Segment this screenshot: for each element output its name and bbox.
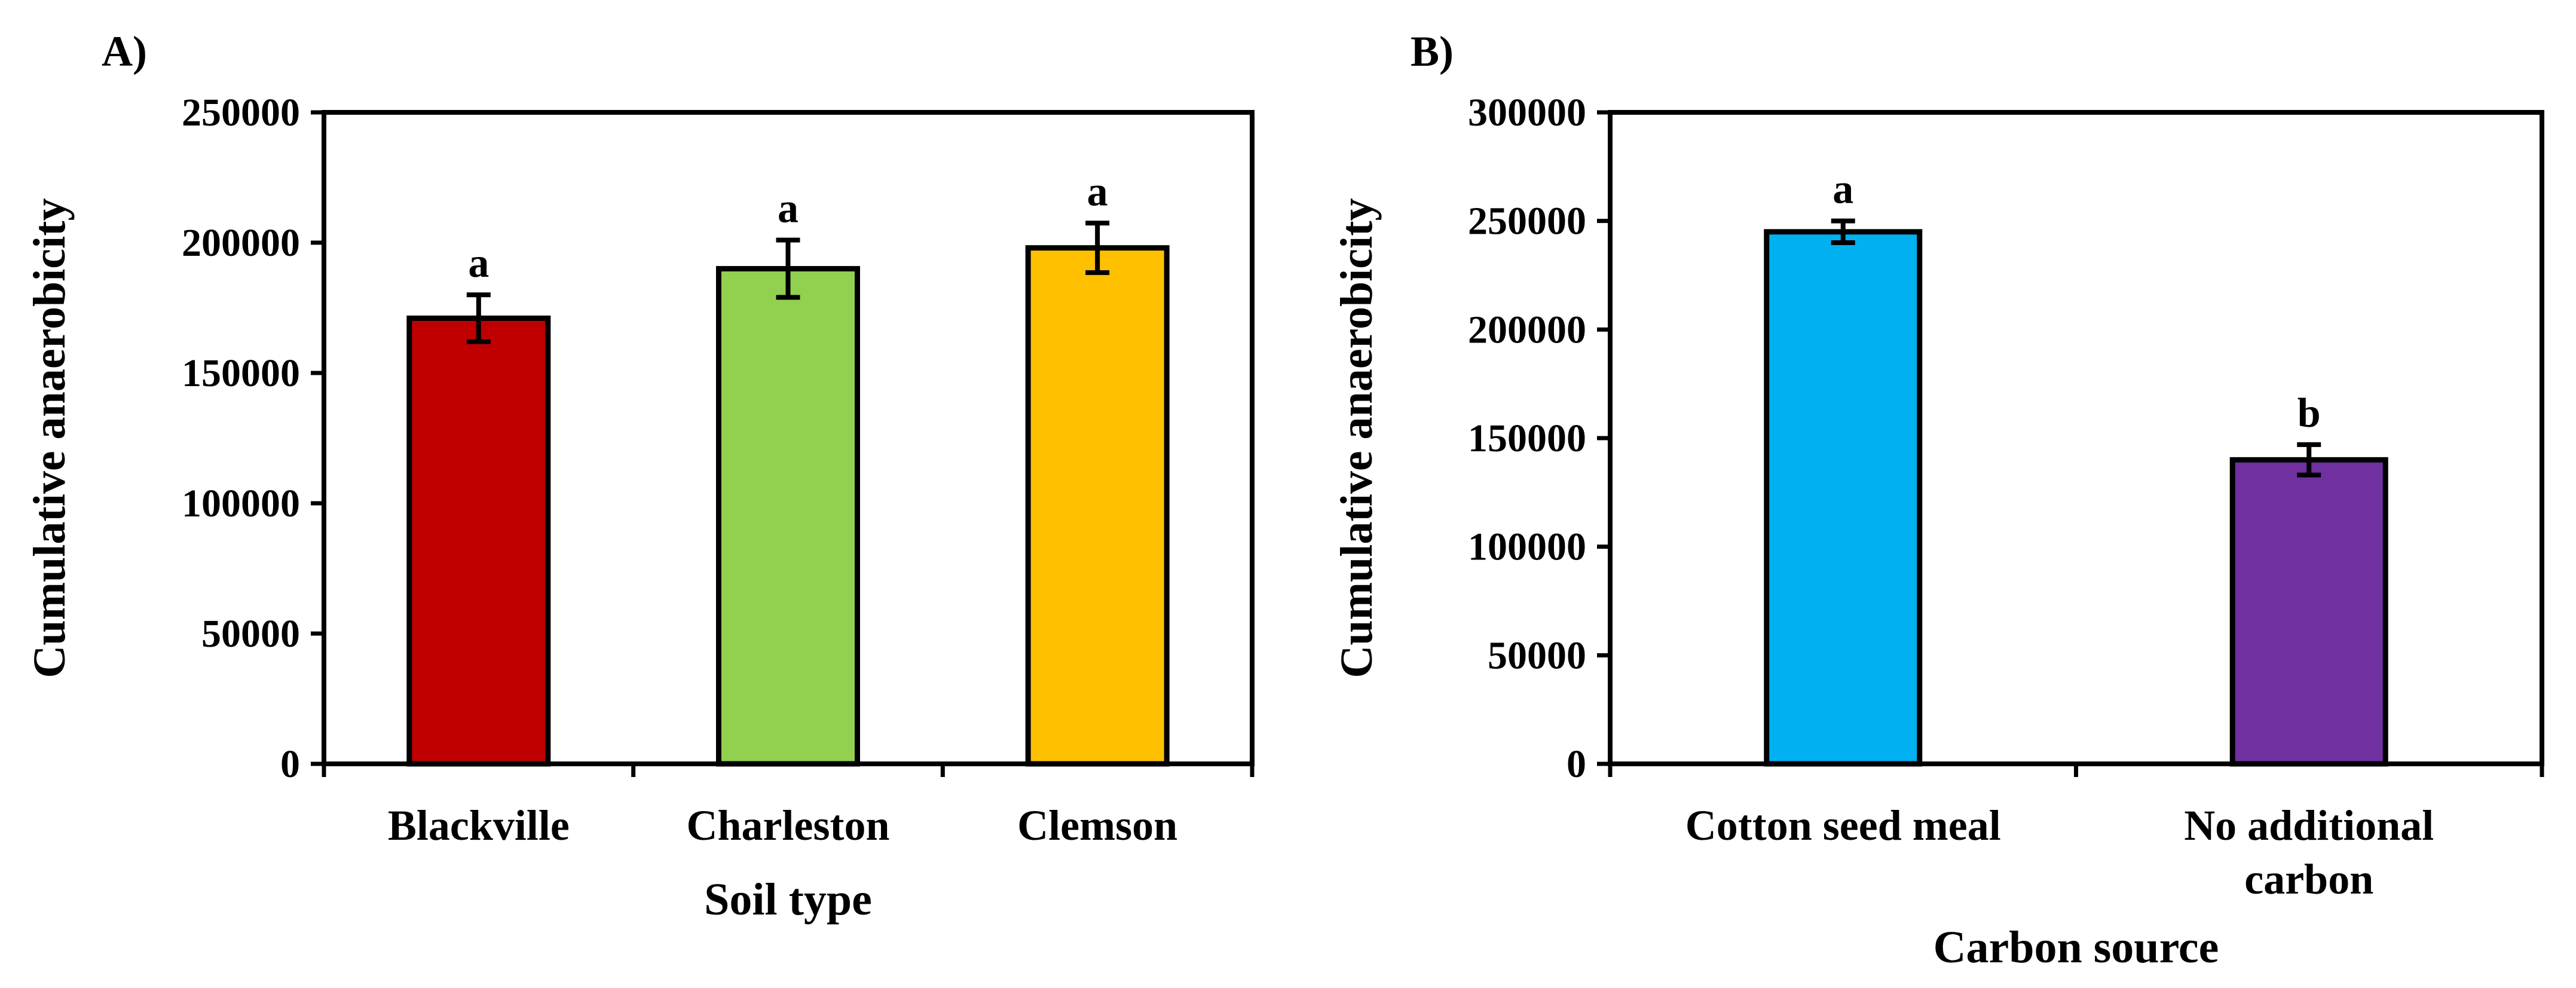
a-category-label: Charleston [687,802,890,849]
b-significance-letter: b [2297,390,2321,436]
b-y-axis-title: Cumulative anaerobicity [1332,198,1382,678]
b-y-tick-label: 100000 [1468,525,1586,569]
b-y-tick-label: 150000 [1468,417,1586,460]
b-plot-frame [1608,110,2544,766]
panel-b-carbon-source-chart: B) 0 50000 100000 150000 200000 250000 300000 a… [1332,27,2544,972]
b-bar [2229,457,2388,767]
a-significance-letter: a [778,186,799,232]
b-significance-letter: a [1832,167,1853,213]
a-y-tick-label: 100000 [182,482,300,525]
b-y-tick-label: 50000 [1488,634,1586,677]
a-bar [716,266,860,767]
b-category-label: Cotton seed meal [1685,802,2001,849]
a-y-tick-label: 0 [280,742,300,786]
b-x-axis-title: Carbon source [1933,922,2219,972]
a-y-tick-label: 50000 [201,612,300,656]
a-significance-letter: a [1087,169,1108,215]
a-x-axis-title: Soil type [704,874,872,925]
b-y-tick-label: 300000 [1468,91,1586,134]
b-y-tick-label: 250000 [1468,200,1586,243]
b-y-tick-label: 0 [1567,742,1586,786]
b-category-label: No additional [2184,802,2434,849]
b-bar [1764,229,1923,767]
panel-a-soil-type-chart: A) 0 50000 100000 150000 200000 250000 a Blackv… [25,27,1255,925]
a-bar [406,315,551,767]
a-category-label: Blackville [388,802,570,849]
a-bar [1025,245,1170,767]
panel-a-label: A) [102,27,147,75]
a-category-label: Clemson [1017,802,1177,849]
a-y-tick-label: 250000 [182,91,300,134]
a-significance-letter: a [468,240,489,286]
a-y-tick-label: 150000 [182,351,300,395]
a-y-tick-label: 200000 [182,221,300,265]
a-y-axis-title: Cumulative anaerobicity [25,198,75,678]
b-y-tick-label: 200000 [1468,308,1586,351]
b-category-label: carbon [2244,855,2373,903]
panel-b-label: B) [1411,27,1454,75]
